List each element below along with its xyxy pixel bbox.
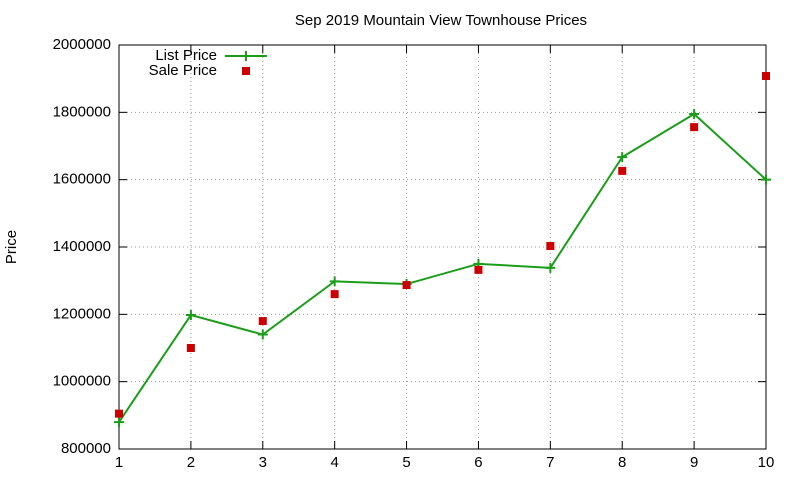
y-tick-label: 800000 — [61, 440, 111, 457]
x-tick-label: 5 — [402, 454, 410, 471]
y-tick-label: 1600000 — [53, 171, 111, 188]
point — [402, 281, 411, 290]
y-axis-label: Price — [3, 230, 20, 264]
y-tick-label: 1000000 — [53, 373, 111, 390]
point — [115, 409, 123, 418]
point — [329, 276, 340, 287]
y-tick-label: 1800000 — [53, 103, 111, 120]
y-tick-label: 1200000 — [53, 305, 111, 322]
x-tick-label: 10 — [758, 454, 775, 471]
point — [546, 241, 555, 250]
x-tick-label: 6 — [474, 454, 482, 471]
point — [545, 262, 556, 273]
point — [689, 109, 700, 120]
point — [617, 152, 628, 163]
point — [690, 123, 699, 132]
point — [114, 417, 124, 428]
point — [761, 174, 771, 185]
point — [185, 310, 196, 321]
point — [474, 265, 483, 274]
series-line — [118, 112, 767, 423]
point — [762, 71, 770, 80]
legend-marker — [241, 51, 251, 61]
x-tick-label: 9 — [690, 454, 698, 471]
point — [186, 344, 195, 352]
y-tick-label: 1400000 — [53, 238, 111, 255]
legend-marker — [242, 67, 250, 75]
legend-label: Sale Price — [149, 62, 217, 79]
plot-border — [118, 44, 767, 450]
x-tick-label: 7 — [546, 454, 554, 471]
x-tick-label: 3 — [259, 454, 267, 471]
x-tick-label: 1 — [115, 454, 123, 471]
chart-title: Sep 2019 Mountain View Townhouse Prices — [295, 12, 587, 29]
y-tick-label: 2000000 — [53, 36, 111, 53]
x-tick-label: 4 — [330, 454, 338, 471]
legend-label: List Price — [155, 47, 217, 64]
point — [258, 317, 267, 326]
x-tick-label: 8 — [618, 454, 626, 471]
point — [257, 329, 268, 340]
point — [618, 166, 627, 175]
point — [330, 290, 339, 299]
x-tick-label: 2 — [187, 454, 195, 471]
